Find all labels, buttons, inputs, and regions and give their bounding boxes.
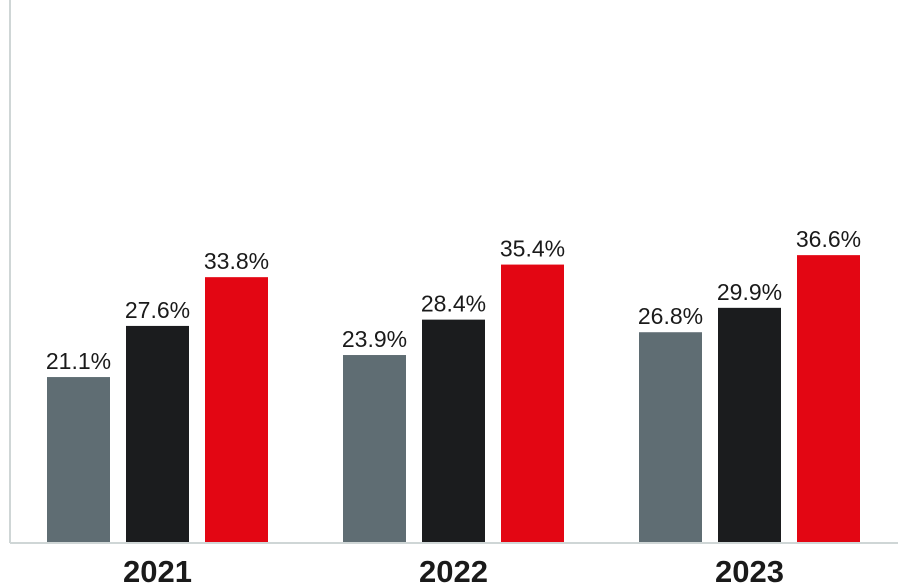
bar-2021-series-2 bbox=[126, 325, 189, 543]
value-label-2023-series-3: 36.6% bbox=[796, 226, 861, 252]
category-label-2022: 2022 bbox=[419, 554, 488, 584]
value-label-2021-series-2: 27.6% bbox=[125, 297, 190, 323]
value-label-2022-series-2: 28.4% bbox=[421, 291, 486, 317]
value-label-2023-series-1: 26.8% bbox=[638, 303, 703, 329]
value-label-2021-series-1: 21.1% bbox=[46, 348, 111, 374]
bar-2022-series-3 bbox=[501, 264, 564, 543]
bar-2023-series-2 bbox=[718, 307, 781, 543]
bars-group bbox=[47, 255, 860, 544]
value-label-2022-series-1: 23.9% bbox=[342, 326, 407, 352]
bar-2021-series-1 bbox=[47, 377, 110, 543]
value-label-2022-series-3: 35.4% bbox=[500, 236, 565, 262]
category-label-2023: 2023 bbox=[715, 554, 784, 584]
category-labels-group: 2021 2022 2023 bbox=[123, 554, 784, 584]
category-label-2021: 2021 bbox=[123, 554, 192, 584]
bar-2023-series-3 bbox=[797, 255, 860, 544]
bar-2022-series-2 bbox=[422, 319, 485, 543]
value-label-2023-series-2: 29.9% bbox=[717, 279, 782, 305]
value-labels-group: 21.1% 27.6% 33.8% 23.9% 28.4% 35.4% 26.8% 29.9%… bbox=[46, 226, 861, 374]
bar-2021-series-3 bbox=[205, 277, 268, 543]
bar-2023-series-1 bbox=[639, 332, 702, 543]
value-label-2021-series-3: 33.8% bbox=[204, 248, 269, 274]
bar-2022-series-1 bbox=[343, 355, 406, 543]
